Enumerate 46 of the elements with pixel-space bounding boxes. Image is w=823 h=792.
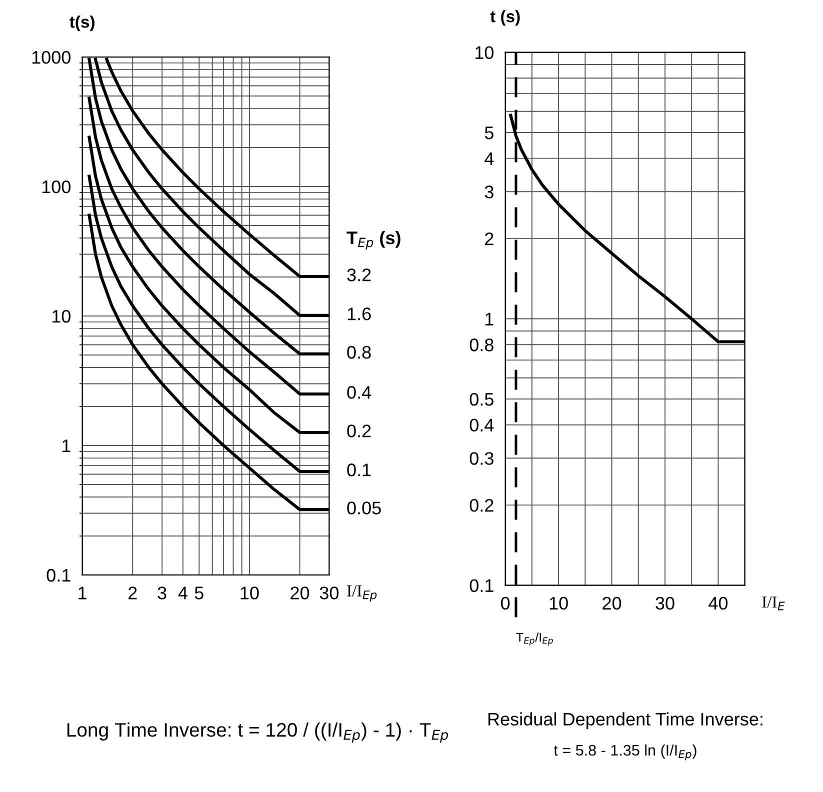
x-tick-label: 10 <box>550 596 568 610</box>
x-axis-title: I/I$_{E}$ <box>762 596 785 610</box>
y-tick-label: 0.5 <box>470 392 494 406</box>
series-label: 0.05 <box>347 502 381 514</box>
y-tick-label: 2 <box>485 232 494 246</box>
series-label: 0.4 <box>347 386 372 399</box>
x-tick-label: 1 <box>78 586 86 600</box>
y-tick-label: 1000 <box>32 50 70 64</box>
text: Residual Dependent Time Inverse: <box>488 712 762 730</box>
text: Long Time Inverse: t = 120 / ((I/I$_{Ep}$) - 1) · T$_{Ep}$ <box>67 722 448 743</box>
y-tick-label: 0.2 <box>470 498 494 512</box>
text: t = 5.8 - 1.35 ln (I/I$_{Ep}$) <box>554 744 696 760</box>
y-tick-label: 0.4 <box>470 418 494 432</box>
x-tick-label: 5 <box>194 586 204 600</box>
y-tick-label: 0.8 <box>470 338 494 352</box>
x-tick-label: 10 <box>240 586 259 600</box>
legend-title: T$_{Ep}$ (s) <box>346 230 400 250</box>
y-tick-label: 0.1 <box>46 568 70 582</box>
x-tick-label: 20 <box>602 596 622 610</box>
y-tick-label: 3 <box>484 186 494 198</box>
y-tick-label: 1 <box>62 440 70 452</box>
series-label: 0.1 <box>347 464 371 476</box>
y-axis-title: t (s) <box>490 10 520 26</box>
y-tick-label: 10 <box>52 310 70 323</box>
y-tick-label: 0.3 <box>470 452 494 465</box>
y-tick-label: 5 <box>484 126 494 140</box>
y-tick-label: 10 <box>476 46 494 59</box>
x-tick-label: 0 <box>501 596 510 610</box>
y-tick-label: 100 <box>42 180 70 194</box>
x-tick-label: 3 <box>158 586 166 600</box>
series-label: 1.6 <box>348 308 371 320</box>
series-label: 3.2 <box>347 268 371 282</box>
x-tick-label: 2 <box>128 586 137 600</box>
x-tick-label: 30 <box>320 586 339 600</box>
x-tick-label: 30 <box>656 596 674 610</box>
y-tick-label: 4 <box>484 152 494 165</box>
x-tick-label: 20 <box>290 586 310 600</box>
series-label: 0.2 <box>347 424 371 438</box>
ref-line-label: T$_{Ep}$/I$_{Ep}$ <box>516 632 553 646</box>
y-tick-label: 1 <box>486 312 494 326</box>
x-axis-title: I/I$_{Ep}$ <box>347 585 377 602</box>
y-tick-label: 0.1 <box>470 579 494 592</box>
series-label: 0.8 <box>347 346 371 359</box>
x-tick-label: 4 <box>178 586 188 600</box>
x-tick-label: 40 <box>708 596 728 610</box>
y-axis-title: t(s) <box>70 16 94 32</box>
